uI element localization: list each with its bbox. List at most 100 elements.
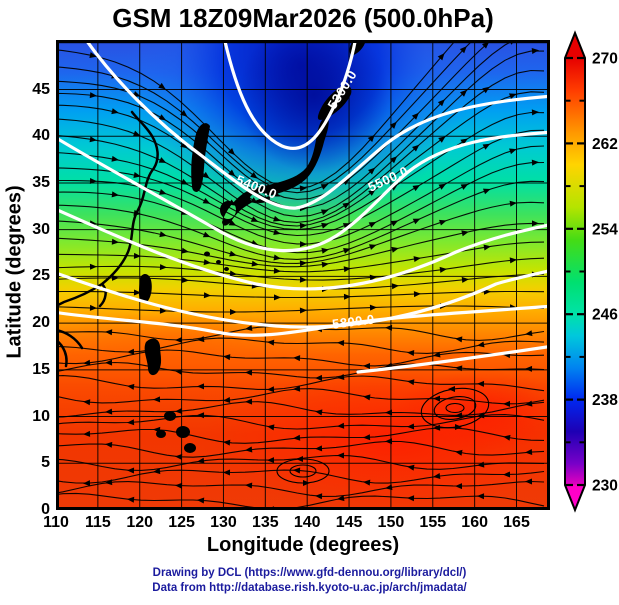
flow-arrow bbox=[368, 189, 376, 196]
flow-arrow bbox=[293, 385, 301, 392]
flow-arrow bbox=[202, 171, 210, 179]
flow-arrow bbox=[412, 144, 420, 152]
flow-arrow bbox=[391, 283, 399, 290]
flow-arrow bbox=[531, 220, 539, 227]
colorbar-tick-label: 246 bbox=[592, 307, 618, 324]
flow-arrow bbox=[159, 231, 167, 238]
flow-arrow bbox=[508, 93, 517, 100]
flow-arrow bbox=[250, 197, 258, 204]
flow-arrow bbox=[83, 359, 91, 366]
flow-arrow bbox=[299, 185, 307, 192]
flow-arrow bbox=[363, 434, 371, 441]
flow-arrow bbox=[321, 222, 329, 229]
warm-core-shading bbox=[396, 370, 550, 450]
flow-arrow bbox=[337, 374, 345, 380]
flow-arrow bbox=[525, 330, 533, 337]
flow-arrow bbox=[531, 48, 539, 54]
flow-arrow bbox=[477, 412, 485, 419]
flow-arrow bbox=[337, 340, 345, 346]
flow-arrow bbox=[273, 254, 281, 261]
flow-arrow bbox=[159, 307, 167, 314]
x-tick-label: 110 bbox=[43, 514, 69, 531]
flow-arrow bbox=[461, 276, 469, 283]
flow-arrow bbox=[433, 473, 441, 479]
flow-arrow bbox=[267, 386, 275, 393]
height-contours bbox=[56, 40, 550, 374]
flow-arrow bbox=[337, 422, 345, 429]
streamline bbox=[56, 201, 545, 264]
flow-arrow bbox=[245, 325, 253, 331]
flow-arrow bbox=[227, 148, 236, 156]
flow-arrow bbox=[363, 394, 371, 401]
flow-arrow bbox=[455, 336, 463, 343]
flow-arrow bbox=[89, 92, 97, 99]
x-tick-label: 115 bbox=[84, 514, 111, 531]
flow-arrow bbox=[525, 449, 533, 455]
streamline bbox=[56, 111, 545, 231]
flow-arrow bbox=[197, 457, 205, 464]
flow-arrow bbox=[197, 412, 205, 419]
flow-arrow bbox=[245, 398, 253, 405]
y-tick-label: 25 bbox=[32, 267, 50, 285]
flow-arrow bbox=[315, 409, 323, 416]
flow-arrow bbox=[272, 190, 281, 197]
flow-arrow bbox=[293, 467, 301, 474]
flow-arrow bbox=[368, 222, 377, 228]
flow-arrow bbox=[482, 143, 491, 150]
flow-arrow bbox=[181, 247, 189, 254]
streamline bbox=[56, 290, 545, 299]
flow-arrow bbox=[391, 246, 399, 253]
x-tick-label: 150 bbox=[377, 514, 405, 531]
flow-arrow bbox=[482, 86, 490, 94]
flow-arrow bbox=[202, 136, 210, 144]
colorbar-tick-label: 270 bbox=[592, 51, 618, 68]
flow-arrow bbox=[132, 130, 141, 137]
flow-arrow bbox=[175, 453, 183, 460]
flow-arrow bbox=[223, 439, 231, 446]
flow-arrow bbox=[385, 409, 393, 416]
flow-arrow bbox=[158, 82, 166, 90]
x-tick-label: 160 bbox=[461, 514, 488, 531]
flow-arrow bbox=[153, 426, 161, 433]
streamline bbox=[56, 257, 545, 281]
flow-arrow bbox=[337, 452, 345, 459]
flow-arrow bbox=[455, 483, 463, 490]
flow-arrow bbox=[503, 400, 511, 407]
flow-arrow bbox=[439, 266, 447, 273]
x-axis-label: Longitude (degrees) bbox=[206, 534, 400, 556]
flow-arrow bbox=[250, 216, 259, 222]
flow-arrow bbox=[83, 480, 91, 487]
colorbar-over-arrow bbox=[565, 33, 585, 58]
flow-arrow bbox=[158, 157, 167, 163]
flow-arrow bbox=[293, 355, 301, 362]
flow-arrow bbox=[127, 467, 135, 474]
flow-arrow bbox=[158, 114, 167, 121]
flow-arrow bbox=[105, 441, 113, 448]
x-tick-label: 120 bbox=[126, 514, 154, 531]
x-tick-label: 145 bbox=[335, 514, 363, 531]
flow-arrow bbox=[228, 219, 237, 226]
y-tick-label: 10 bbox=[32, 407, 50, 425]
flow-arrow bbox=[267, 424, 275, 431]
x-tick-label: 125 bbox=[168, 514, 195, 531]
flow-arrow bbox=[315, 445, 323, 452]
flow-arrow bbox=[133, 209, 141, 216]
flow-arrow bbox=[299, 276, 307, 283]
flow-arrow bbox=[175, 482, 183, 489]
flow-arrow bbox=[385, 438, 393, 445]
flow-arrow bbox=[413, 291, 421, 298]
flow-arrow bbox=[390, 220, 399, 227]
flow-arrow bbox=[503, 434, 511, 441]
flow-arrow bbox=[407, 350, 415, 356]
flow-arrow bbox=[525, 365, 533, 372]
coastline-landmass bbox=[138, 40, 366, 453]
flow-arrow bbox=[111, 108, 119, 115]
colorbar-tick-label: 238 bbox=[592, 392, 618, 409]
flow-arrow bbox=[273, 215, 281, 222]
flow-arrow bbox=[531, 109, 539, 116]
flow-arrow bbox=[197, 336, 205, 343]
flow-arrow bbox=[509, 257, 517, 264]
flow-arrow bbox=[89, 178, 97, 184]
map-canvas: 5300.0 5400.0 5500.0 5800.0 bbox=[56, 40, 550, 510]
credit-line-dcl: Drawing by DCL (https://www.gfd-dennou.o… bbox=[152, 567, 467, 579]
